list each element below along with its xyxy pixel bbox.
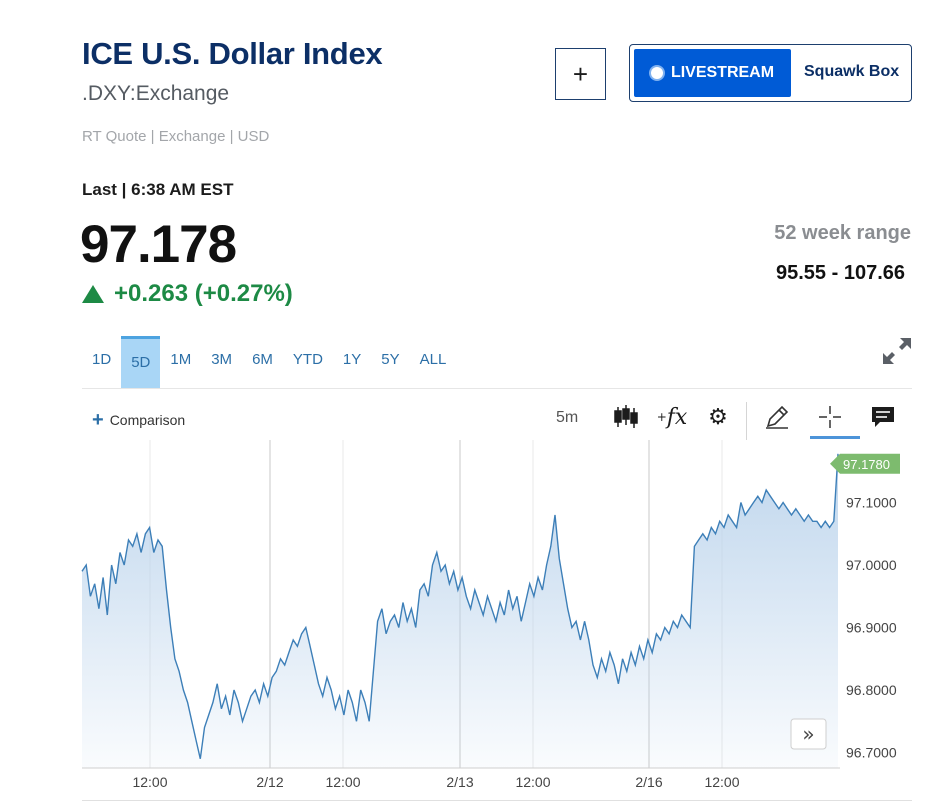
week-range-label: 52 week range <box>774 222 911 244</box>
up-arrow-icon <box>82 285 104 303</box>
crosshair-icon[interactable] <box>815 402 845 432</box>
last-price: 97.178 <box>80 215 237 274</box>
x-tick-label: 12:00 <box>325 774 360 790</box>
livestream-widget[interactable]: LIVESTREAM Squawk Box <box>629 44 912 102</box>
page-title: ICE U.S. Dollar Index <box>82 36 383 71</box>
symbol-label: .DXY:Exchange <box>82 82 230 105</box>
y-tick-label: 96.8000 <box>846 682 897 698</box>
comment-icon[interactable] <box>868 402 898 432</box>
last-value-label: 97.1780 <box>843 457 890 472</box>
live-dot-icon <box>650 67 663 79</box>
tab-3m[interactable]: 3M <box>211 351 233 368</box>
price-change: +0.263 (+0.27%) <box>82 280 293 308</box>
tab-6m[interactable]: 6M <box>252 351 273 368</box>
plus-icon: + <box>92 409 104 431</box>
scroll-right-icon[interactable]: » <box>802 722 814 746</box>
x-tick-label: 2/13 <box>446 774 473 790</box>
add-to-watchlist-button[interactable]: + <box>555 48 606 100</box>
tab-5d[interactable]: 5D <box>121 336 161 388</box>
last-updated: Last | 6:38 AM EST <box>82 180 234 199</box>
tab-all[interactable]: ALL <box>419 351 447 368</box>
x-tick-label: 12:00 <box>132 774 167 790</box>
y-tick-label: 96.9000 <box>846 620 897 636</box>
comparison-label: Comparison <box>109 412 186 428</box>
livestream-label: LIVESTREAM <box>670 64 775 81</box>
y-tick-label: 97.0000 <box>846 557 897 573</box>
function-icon[interactable]: + fx <box>656 404 688 430</box>
interval-selector[interactable]: 5m <box>556 409 579 426</box>
gear-icon[interactable]: ⚙ <box>708 404 728 429</box>
week-range-value: 95.55 - 107.66 <box>776 262 905 284</box>
tab-5y[interactable]: 5Y <box>381 351 400 368</box>
tab-ytd[interactable]: YTD <box>292 351 323 368</box>
comparison-button[interactable]: + Comparison <box>92 409 186 431</box>
tab-1m[interactable]: 1M <box>170 351 192 368</box>
tab-1y[interactable]: 1Y <box>342 351 362 368</box>
x-tick-label: 12:00 <box>515 774 550 790</box>
expand-icon[interactable] <box>880 334 914 368</box>
quote-meta: RT Quote | Exchange | USD <box>82 128 270 145</box>
series-area <box>82 453 838 768</box>
price-change-value: +0.263 (+0.27%) <box>114 280 293 307</box>
series-line <box>81 453 839 759</box>
last-value-badge <box>830 453 900 474</box>
divider <box>82 388 912 389</box>
x-tick-label: 2/12 <box>256 774 283 790</box>
tab-1d[interactable]: 1D <box>92 351 112 368</box>
active-tool-indicator <box>810 436 860 439</box>
y-tick-label: 97.1000 <box>846 495 897 511</box>
squawk-box-link[interactable]: Squawk Box <box>804 63 900 80</box>
scroll-right-button[interactable] <box>790 718 827 750</box>
x-tick-label: 12:00 <box>704 774 739 790</box>
y-tick-label: 96.7000 <box>846 745 897 761</box>
candlestick-icon[interactable] <box>611 402 641 432</box>
price-chart[interactable]: 12:00 2/12 12:00 2/13 12:00 2/16 12:00 97.1000 9… <box>0 440 937 800</box>
pencil-icon[interactable] <box>762 402 792 432</box>
range-tabs: 1D 5D 1M 3M 6M YTD 1Y 5Y ALL <box>82 336 456 388</box>
x-tick-label: 2/16 <box>635 774 662 790</box>
livestream-button[interactable]: LIVESTREAM <box>634 49 791 97</box>
toolbar-separator <box>746 402 747 440</box>
